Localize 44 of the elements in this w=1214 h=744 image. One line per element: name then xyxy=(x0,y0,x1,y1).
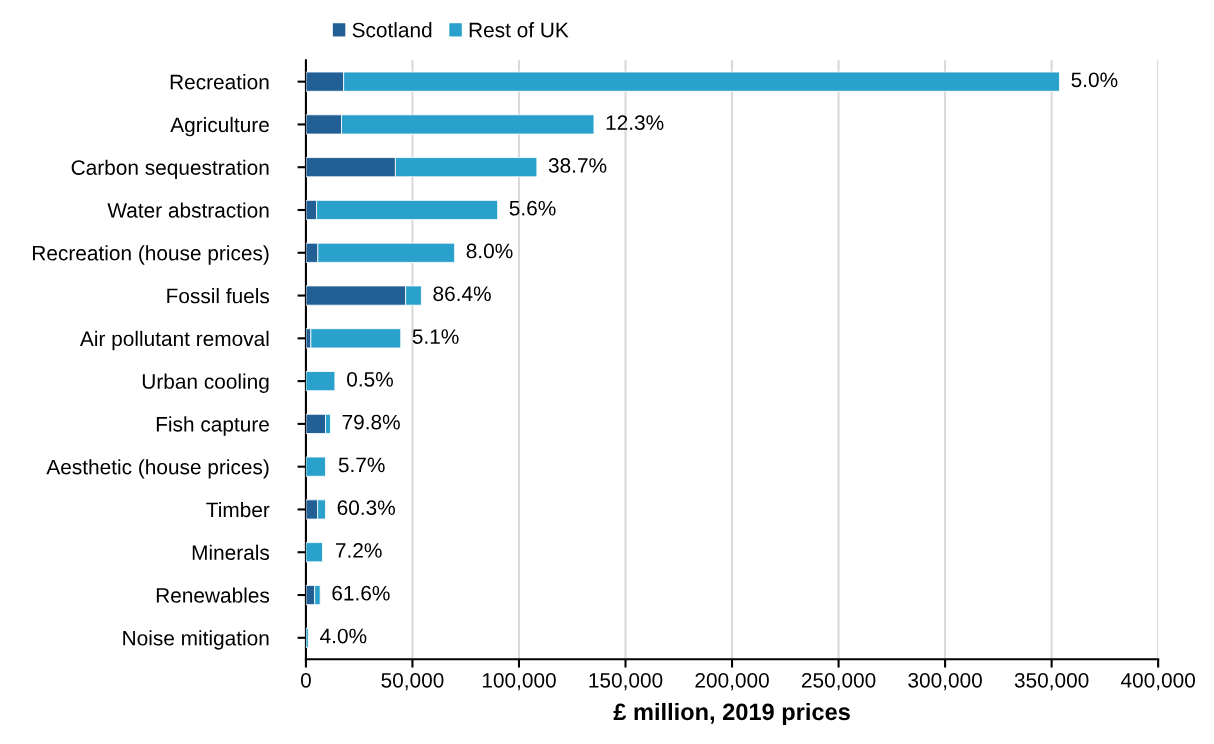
x-tick-label: 200,000 xyxy=(695,672,769,691)
y-tick-label: Recreation xyxy=(170,74,269,90)
annotation: 5.6% xyxy=(509,200,556,216)
y-tick-label: Urban cooling xyxy=(142,373,269,393)
annotation: 4.0% xyxy=(320,628,367,644)
annotation: 12.3% xyxy=(606,115,664,131)
y-tick-label: Timber xyxy=(206,501,270,518)
annotation: 61.6% xyxy=(332,585,390,601)
y-tick-label: Renewables xyxy=(156,587,270,603)
x-tick-label: 150,000 xyxy=(589,672,663,691)
annotation: 0.5% xyxy=(347,371,393,387)
x-tick-label: 100,000 xyxy=(482,672,556,691)
x-tick-label: 250,000 xyxy=(801,672,876,691)
annotation: 38.7% xyxy=(548,158,607,173)
x-axis-title: £ million, 2019 prices xyxy=(613,702,850,725)
legend-label: Scotland xyxy=(352,22,432,38)
annotation: 86.4% xyxy=(433,286,491,302)
y-tick-label: Carbon sequestration xyxy=(71,159,269,180)
y-tick-label: Noise mitigation xyxy=(123,630,269,650)
annotation: 8.0% xyxy=(466,243,513,259)
bar xyxy=(305,371,336,392)
annotation: 5.7% xyxy=(338,457,385,473)
x-tick-label: 400,000 xyxy=(1120,672,1195,691)
annotation: 60.3% xyxy=(337,500,395,516)
annotation: 5.1% xyxy=(412,329,459,344)
y-tick-label: Recreation (house prices) xyxy=(33,245,269,265)
annotation: 79.8% xyxy=(342,414,400,430)
y-tick-label: Water abstraction xyxy=(107,202,269,218)
y-tick-label: Minerals xyxy=(192,544,270,560)
y-tick-label: Air pollutant removal xyxy=(79,330,269,351)
bar xyxy=(310,328,402,349)
bar xyxy=(305,542,323,563)
y-tick-label: Agriculture xyxy=(170,116,269,137)
x-tick-label: 50,000 xyxy=(381,672,444,691)
y-tick-label: Fossil fuels xyxy=(167,288,270,304)
y-tick-label: Fish capture xyxy=(156,416,269,436)
bar xyxy=(305,456,326,477)
y-tick-label: Aesthetic (house prices) xyxy=(46,459,269,479)
legend-label: Rest of UK xyxy=(469,22,569,38)
x-tick-label: 300,000 xyxy=(908,672,982,691)
x-tick-label: 350,000 xyxy=(1014,672,1089,691)
annotation: 7.2% xyxy=(336,543,382,558)
annotation: 5.0% xyxy=(1071,72,1118,88)
x-tick-label: 0 xyxy=(300,672,311,688)
